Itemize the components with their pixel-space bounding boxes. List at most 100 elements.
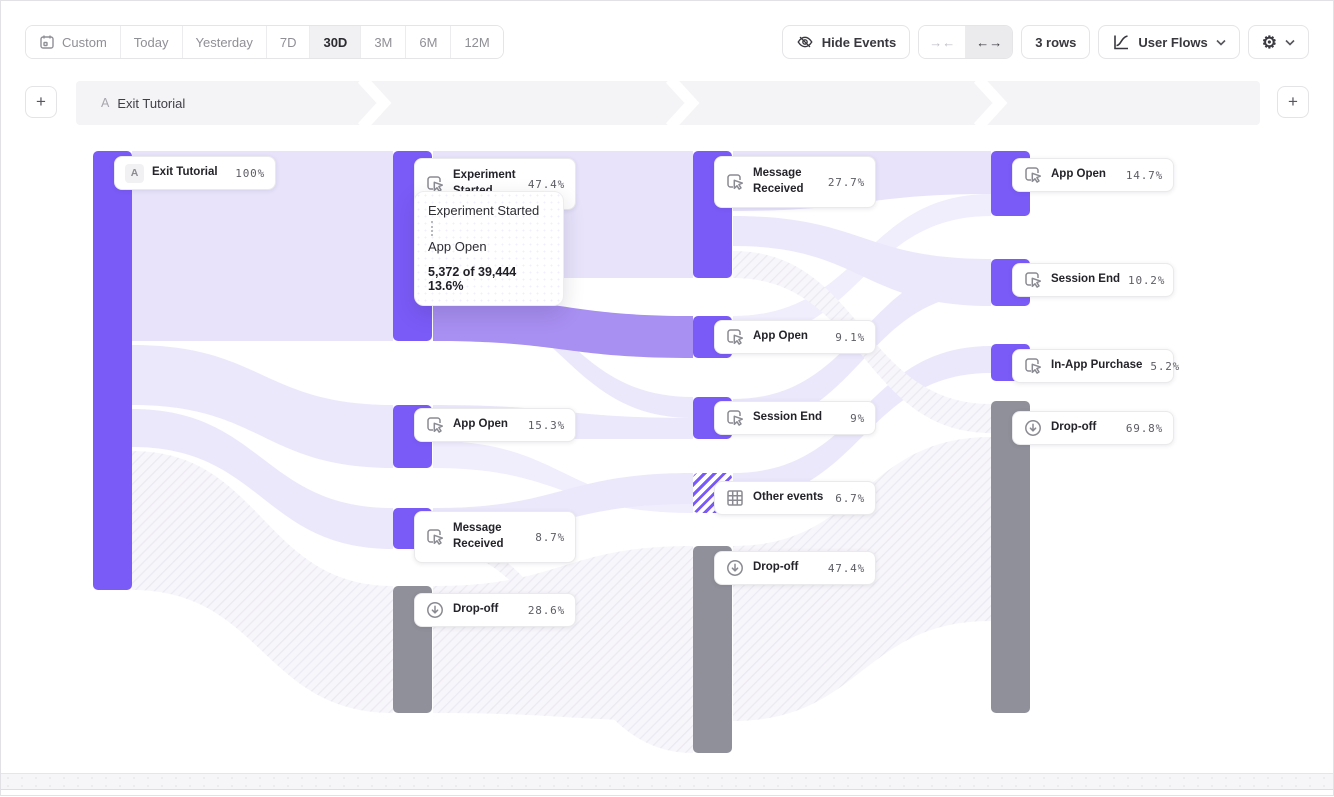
calendar-icon xyxy=(39,34,55,50)
node-label: App Open xyxy=(1051,168,1106,181)
flow-bar-exit-tutorial[interactable] xyxy=(93,151,132,590)
flow-node-exit-tutorial[interactable]: A Exit Tutorial 100% xyxy=(114,156,276,190)
flow-ribbon[interactable] xyxy=(433,441,693,513)
step-chevron-separators xyxy=(357,81,1008,125)
node-label: Message Received xyxy=(753,167,804,195)
date-range-custom[interactable]: Custom xyxy=(26,26,121,58)
node-value: 10.2% xyxy=(1128,273,1166,287)
tooltip-connector xyxy=(431,221,433,236)
flow-ribbon[interactable] xyxy=(132,409,393,549)
flow-node-app-open-4[interactable]: App Open 14.7% xyxy=(1012,158,1174,192)
flow-node-drop-off-2[interactable]: Drop-off 28.6% xyxy=(414,593,576,627)
node-value: 69.8% xyxy=(1125,421,1163,435)
chevron-down-icon xyxy=(1216,39,1226,46)
flow-node-experiment-started[interactable]: Experiment Started47.4% xyxy=(414,158,576,210)
event-click-icon xyxy=(725,408,745,428)
node-label: Message Received xyxy=(453,522,504,550)
settings-dropdown[interactable]: ⚙ xyxy=(1247,25,1309,59)
node-value: 47.4% xyxy=(527,177,565,191)
event-click-icon xyxy=(1023,356,1043,376)
tooltip-to-event: App Open xyxy=(428,239,487,254)
step-title: Exit Tutorial xyxy=(117,95,186,111)
flow-node-app-open-2[interactable]: App Open 15.3% xyxy=(414,408,576,442)
step-header-band[interactable]: A Exit Tutorial xyxy=(76,81,1260,125)
flow-node-app-open-3[interactable]: App Open 9.1% xyxy=(714,320,876,354)
node-label: Drop-off xyxy=(1051,421,1097,434)
event-click-icon xyxy=(1023,165,1043,185)
event-click-icon xyxy=(725,327,745,347)
flow-ribbon[interactable] xyxy=(132,151,393,341)
expand-columns-button[interactable]: ←→ xyxy=(966,26,1013,58)
node-value: 14.7% xyxy=(1125,168,1163,182)
event-click-icon xyxy=(425,415,445,435)
rows-button[interactable]: 3 rows xyxy=(1021,25,1091,59)
node-value: 15.3% xyxy=(527,418,565,432)
rows-label: 3 rows xyxy=(1035,34,1077,50)
date-range-label: Custom xyxy=(62,34,107,50)
event-click-icon xyxy=(1023,270,1043,290)
step-start-label: A Exit Tutorial xyxy=(101,81,185,125)
grid-icon xyxy=(725,488,745,508)
footer-strip xyxy=(1,773,1333,790)
spacing-toggle: →← ←→ xyxy=(918,25,1014,59)
flow-ribbon[interactable] xyxy=(132,345,393,468)
flow-node-message-received-3[interactable]: Message Received 27.7% xyxy=(714,156,876,208)
node-label: In-App Purchase xyxy=(1051,359,1143,372)
flow-node-drop-off-3[interactable]: Drop-off 47.4% xyxy=(714,551,876,585)
node-label: Other events xyxy=(753,491,824,504)
toolbar: Custom Today Yesterday 7D 30D 3M 6M 12M … xyxy=(25,25,1309,59)
chevron-down-icon xyxy=(1285,39,1295,46)
flow-node-message-received-2[interactable]: Message Received 8.7% xyxy=(414,511,576,563)
date-range-yesterday[interactable]: Yesterday xyxy=(182,26,267,58)
node-label: Drop-off xyxy=(753,561,799,574)
flow-ribbon[interactable] xyxy=(132,451,393,713)
date-range-7d[interactable]: 7D xyxy=(266,26,311,58)
node-value: 28.6% xyxy=(527,603,565,617)
chart-type-label: User Flows xyxy=(1138,34,1208,50)
node-label: App Open xyxy=(453,418,508,431)
flow-node-in-app-purchase-4[interactable]: In-App Purchase 5.2% xyxy=(1012,349,1179,383)
hide-events-button[interactable]: Hide Events xyxy=(781,25,911,59)
drop-off-icon xyxy=(725,558,745,578)
flow-tooltip: Experiment Started App Open 5,372 of 39,… xyxy=(414,191,564,306)
collapse-columns-button[interactable]: →← xyxy=(919,26,967,58)
node-value: 9% xyxy=(850,411,865,425)
date-range-6m[interactable]: 6M xyxy=(406,26,452,58)
chart-type-dropdown[interactable]: User Flows xyxy=(1098,25,1240,59)
flow-chart-icon xyxy=(1112,33,1130,51)
date-range-3m[interactable]: 3M xyxy=(361,26,407,58)
drop-off-icon xyxy=(425,600,445,620)
eye-off-icon xyxy=(796,33,814,51)
step-badge: A xyxy=(101,96,110,110)
gear-icon: ⚙ xyxy=(1261,32,1277,52)
drop-off-icon xyxy=(1023,418,1043,438)
flow-node-session-end-4[interactable]: Session End 10.2% xyxy=(1012,263,1174,297)
date-range-today[interactable]: Today xyxy=(120,26,183,58)
node-value: 8.7% xyxy=(535,530,565,544)
flow-ribbon-highlighted[interactable] xyxy=(433,297,693,358)
event-click-icon xyxy=(425,527,445,547)
node-value: 6.7% xyxy=(835,491,865,505)
node-label: Session End xyxy=(753,411,823,424)
event-click-icon xyxy=(425,174,445,194)
toolbar-right: Hide Events →← ←→ 3 rows User Flows ⚙ xyxy=(781,25,1309,59)
date-range-30d[interactable]: 30D xyxy=(310,26,362,58)
event-click-icon xyxy=(725,172,745,192)
flow-node-session-end-3[interactable]: Session End 9% xyxy=(714,401,876,435)
add-step-start-button[interactable]: + xyxy=(25,86,57,118)
node-value: 27.7% xyxy=(827,175,865,189)
tooltip-stats: 5,372 of 39,444 13.6% xyxy=(428,265,517,293)
node-value: 9.1% xyxy=(835,330,865,344)
flow-bar-drop-off-4[interactable] xyxy=(991,401,1030,713)
date-range-12m[interactable]: 12M xyxy=(451,26,503,58)
flow-node-other-events-3[interactable]: Other events 6.7% xyxy=(714,481,876,515)
add-step-end-button[interactable]: + xyxy=(1277,86,1309,118)
flow-node-drop-off-4[interactable]: Drop-off 69.8% xyxy=(1012,411,1174,445)
node-label: Exit Tutorial xyxy=(152,166,218,179)
collapse-icon: →← xyxy=(929,34,956,50)
tooltip-from-event: Experiment Started xyxy=(428,203,540,218)
flow-ribbon[interactable] xyxy=(433,536,693,753)
